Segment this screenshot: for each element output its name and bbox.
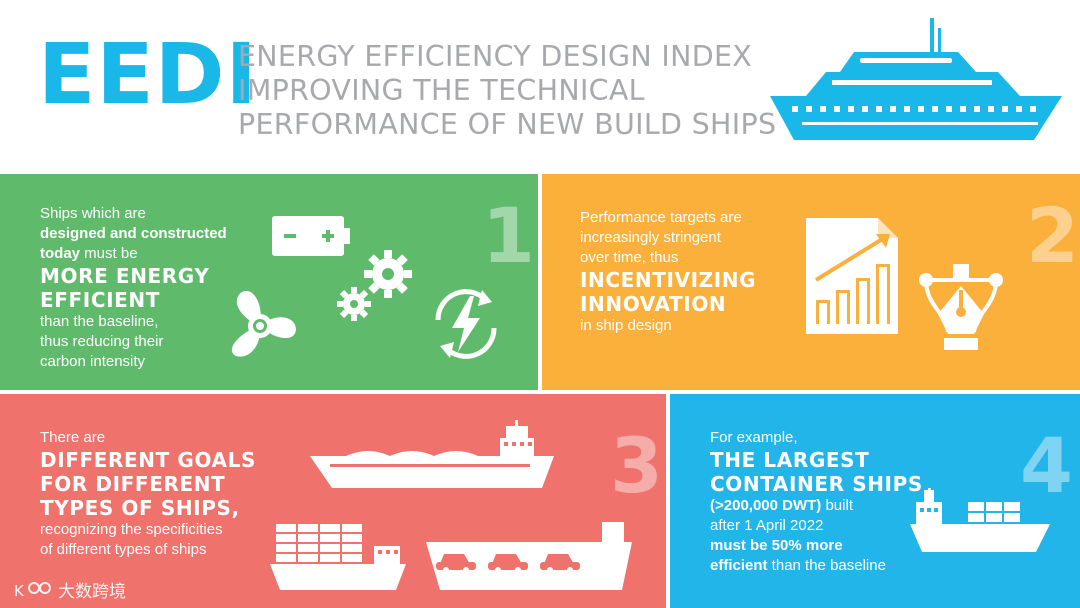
panel-number: 2	[1026, 191, 1079, 280]
subtitle-line-1: ENERGY EFFICIENCY DESIGN INDEX	[238, 40, 753, 73]
text-line: carbon intensity	[40, 353, 146, 370]
panel-text: For example, THE LARGEST CONTAINER SHIPS…	[710, 428, 923, 576]
text-emphasis: DIFFERENT GOALS	[40, 448, 256, 472]
watermark: K 大数跨境	[14, 577, 126, 602]
bulk-carrier-icon	[310, 420, 554, 488]
text-bold: today	[40, 245, 81, 262]
text-line: Performance targets are	[580, 209, 742, 226]
panel-ship-types: 3 There are DIFFERENT GOALS FOR DIFFEREN…	[0, 394, 666, 608]
text-emphasis: EFFICIENT	[40, 288, 160, 312]
container-ship-icon	[270, 524, 406, 590]
panel-text: Ships which are designed and constructed…	[40, 204, 227, 372]
container-ship-icon	[910, 488, 1050, 552]
panel-number: 3	[610, 421, 663, 510]
text-bold: efficient	[710, 557, 768, 574]
svg-text:K: K	[14, 582, 25, 600]
text-emphasis: THE LARGEST	[710, 448, 870, 472]
subtitle-line-3: PERFORMANCE OF NEW BUILD SHIPS	[238, 108, 777, 141]
watermark-logo-icon: K	[14, 581, 51, 600]
growth-chart-icon	[806, 218, 898, 334]
text-bold: (>200,000 DWT)	[710, 497, 822, 514]
panel-number: 4	[1020, 421, 1073, 510]
panel-container-example: 4 For example, THE LARGEST CONTAINER SHI…	[670, 394, 1080, 608]
text-emphasis: TYPES OF SHIPS,	[40, 496, 240, 520]
panel-text: There are DIFFERENT GOALS FOR DIFFERENT …	[40, 428, 256, 560]
page-subtitle: ENERGY EFFICIENCY DESIGN INDEX IMPROVING…	[238, 40, 776, 142]
text-line-bold: must be 50% more	[710, 537, 843, 554]
text-line: increasingly stringent	[580, 229, 721, 246]
text-emphasis: INNOVATION	[580, 292, 727, 316]
panel-text: Performance targets are increasingly str…	[580, 208, 756, 336]
page-title: EEDI	[38, 25, 258, 123]
text-line: efficient than the baseline	[710, 556, 923, 576]
pen-tool-icon	[919, 264, 1003, 350]
renewable-energy-icon	[435, 289, 497, 359]
car-carrier-icon	[426, 522, 632, 590]
text-line: today must be	[40, 244, 227, 264]
battery-icon	[272, 216, 350, 256]
watermark-text: 大数跨境	[58, 582, 126, 602]
text-emphasis: CONTAINER SHIPS	[710, 472, 923, 496]
cruise-ship-icon	[770, 18, 1062, 140]
text-line: of different types of ships	[40, 541, 207, 558]
text-emphasis: INCENTIVIZING	[580, 268, 757, 292]
text-line: after 1 April 2022	[710, 517, 824, 534]
text-regular: built	[821, 497, 853, 514]
text-line: (>200,000 DWT) built	[710, 496, 923, 516]
header: EEDI ENERGY EFFICIENCY DESIGN INDEX IMPR…	[0, 0, 1080, 172]
panel-energy-efficient: 1 Ships which are designed and construct…	[0, 174, 538, 390]
propeller-icon	[231, 290, 296, 357]
text-regular: must be	[80, 245, 138, 262]
text-line: There are	[40, 429, 106, 446]
text-line: recognizing the specificities	[40, 521, 223, 538]
text-regular: than the baseline	[767, 557, 886, 574]
text-line: over time, thus	[580, 249, 679, 266]
panel-innovation: 2 Performance targets are increasingly s…	[542, 174, 1080, 390]
panel-number: 1	[482, 191, 535, 280]
gears-icon	[337, 250, 412, 321]
text-emphasis: FOR DIFFERENT	[40, 472, 226, 496]
text-line: Ships which are	[40, 205, 146, 222]
subtitle-line-2: IMPROVING THE TECHNICAL	[238, 74, 645, 107]
text-line: For example,	[710, 429, 798, 446]
text-emphasis: MORE ENERGY	[40, 264, 210, 288]
text-line: in ship design	[580, 317, 672, 334]
text-line: thus reducing their	[40, 333, 164, 350]
text-line-bold: designed and constructed	[40, 225, 227, 242]
text-line: than the baseline,	[40, 313, 159, 330]
